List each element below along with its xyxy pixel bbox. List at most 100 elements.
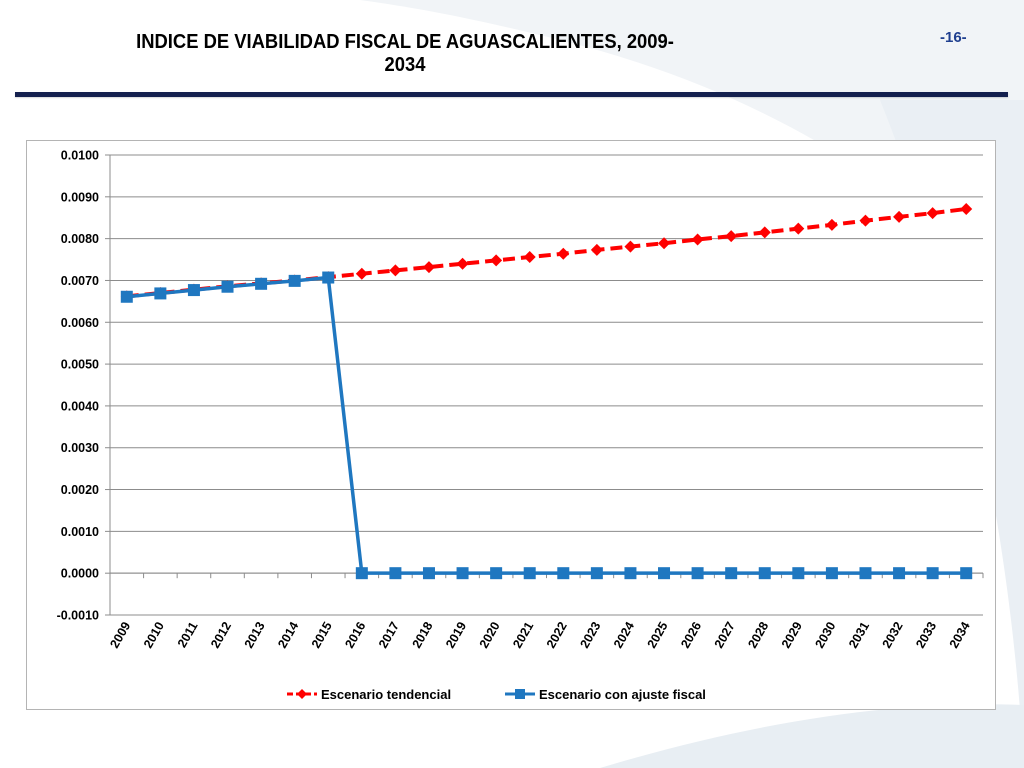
y-axis-tick-label: 0.0020	[61, 483, 99, 497]
data-point-marker	[725, 230, 738, 243]
data-point-marker	[691, 567, 704, 580]
data-point-marker	[859, 214, 872, 227]
legend-label: Escenario con ajuste fiscal	[539, 687, 706, 702]
y-axis-tick-label: 0.0070	[61, 274, 99, 288]
x-axis-tick-label: 2030	[812, 619, 838, 650]
data-point-marker	[825, 567, 838, 580]
data-point-marker	[288, 274, 301, 287]
data-point-marker	[322, 271, 335, 284]
data-point-marker	[758, 567, 771, 580]
x-axis-tick-label: 2017	[376, 619, 402, 650]
legend-item-tendencial: Escenario tendencial	[287, 687, 451, 702]
data-point-marker	[590, 567, 603, 580]
legend-label: Escenario tendencial	[321, 687, 451, 702]
series-ajuste-fiscal	[120, 271, 973, 580]
data-point-marker	[557, 567, 570, 580]
data-point-marker	[893, 210, 906, 223]
background-swoosh-bottom	[600, 704, 1024, 768]
x-axis-tick-label: 2015	[309, 619, 335, 650]
x-axis-tick-label: 2029	[779, 619, 805, 650]
x-axis-tick-label: 2021	[510, 619, 536, 650]
data-point-marker	[893, 567, 906, 580]
data-point-marker	[792, 567, 805, 580]
y-axis-tick-label: 0.0090	[61, 190, 99, 204]
page-number: -16-	[940, 29, 967, 46]
title-underline-rule	[15, 92, 1008, 97]
data-point-marker	[221, 280, 234, 293]
y-axis-tick-label: 0.0080	[61, 232, 99, 246]
x-axis-tick-label: 2009	[107, 619, 133, 650]
y-axis-tick-label: 0.0000	[61, 567, 99, 581]
series-tendencial	[120, 202, 973, 303]
chart-frame: 0.0100 0.0090 0.0080 0.0070 0.0060 0.0050 0.00…	[26, 140, 996, 710]
x-axis-tick-label: 2025	[645, 619, 671, 650]
y-axis-tick-label: 0.0040	[61, 399, 99, 413]
x-axis-tick-labels: 2009 2010 2011 2012 2013 2014 2015 2016 2017 2018…	[107, 619, 972, 650]
data-point-marker	[658, 567, 671, 580]
x-axis-tick-label: 2023	[577, 619, 603, 650]
background-swoosh-top	[360, 0, 1024, 300]
x-axis-tick-label: 2033	[913, 619, 939, 650]
x-axis-tick-label: 2027	[712, 619, 738, 650]
slide-title: INDICE DE VIABILIDAD FISCAL DE AGUASCALI…	[136, 31, 674, 76]
data-point-marker	[792, 222, 805, 235]
x-axis-tick-label: 2010	[141, 619, 167, 650]
x-axis-tick-label: 2013	[242, 619, 268, 650]
legend-marker-swatch	[297, 689, 307, 699]
x-axis-tick-label: 2014	[275, 619, 301, 650]
legend-marker-swatch	[515, 689, 525, 699]
x-axis-tick-label: 2019	[443, 619, 469, 650]
y-axis-tick-label: 0.0010	[61, 525, 99, 539]
data-point-marker	[255, 277, 268, 290]
data-point-marker	[389, 567, 402, 580]
data-point-marker	[120, 290, 133, 303]
y-axis-tick-label: 0.0050	[61, 358, 99, 372]
series-line	[126, 206, 967, 299]
data-point-marker	[490, 254, 503, 267]
x-axis-tick-label: 2016	[342, 619, 368, 650]
data-point-marker	[355, 567, 368, 580]
y-axis-tick-label: -0.0010	[57, 609, 99, 623]
x-axis-tick-label: 2020	[477, 619, 503, 650]
data-point-marker	[456, 257, 469, 270]
data-point-marker	[523, 567, 536, 580]
data-point-marker	[825, 218, 838, 231]
y-axis-tick-labels: 0.0100 0.0090 0.0080 0.0070 0.0060 0.0050 0.00…	[57, 149, 99, 623]
data-point-marker	[422, 261, 435, 274]
y-axis-tick-label: 0.0030	[61, 441, 99, 455]
x-axis-tick-label: 2031	[846, 619, 872, 650]
data-point-marker	[490, 567, 503, 580]
data-point-marker	[859, 567, 872, 580]
y-axis-tick-label: 0.0100	[61, 149, 99, 163]
x-axis-tick-label: 2022	[544, 619, 570, 650]
data-point-marker	[691, 233, 704, 246]
data-point-marker	[389, 264, 402, 277]
data-point-marker	[557, 247, 570, 260]
data-point-marker	[960, 202, 973, 215]
data-point-marker	[154, 287, 167, 300]
y-axis-tick-label: 0.0060	[61, 316, 99, 330]
x-axis-tick-label: 2034	[947, 619, 973, 650]
x-axis-tick-label: 2011	[175, 619, 201, 650]
data-point-marker	[658, 237, 671, 250]
data-point-marker	[523, 251, 536, 264]
series	[120, 202, 973, 580]
data-point-marker	[926, 207, 939, 220]
data-point-marker	[422, 567, 435, 580]
legend: Escenario tendencial Escenario con ajuste…	[287, 687, 706, 702]
legend-item-ajuste-fiscal: Escenario con ajuste fiscal	[505, 687, 706, 702]
x-axis-tick-label: 2028	[745, 619, 771, 650]
x-axis-tick-label: 2024	[611, 619, 637, 650]
data-point-marker	[624, 567, 637, 580]
data-point-marker	[355, 267, 368, 280]
data-point-marker	[725, 567, 738, 580]
data-point-marker	[960, 567, 973, 580]
x-axis-tick-label: 2018	[410, 619, 436, 650]
data-point-marker	[624, 240, 637, 253]
x-axis-tick-label: 2026	[678, 619, 704, 650]
data-point-marker	[926, 567, 939, 580]
x-axis-tick-label: 2032	[880, 619, 906, 650]
line-chart: 0.0100 0.0090 0.0080 0.0070 0.0060 0.0050 0.00…	[57, 149, 984, 702]
data-point-marker	[758, 226, 771, 239]
data-point-marker	[590, 243, 603, 256]
